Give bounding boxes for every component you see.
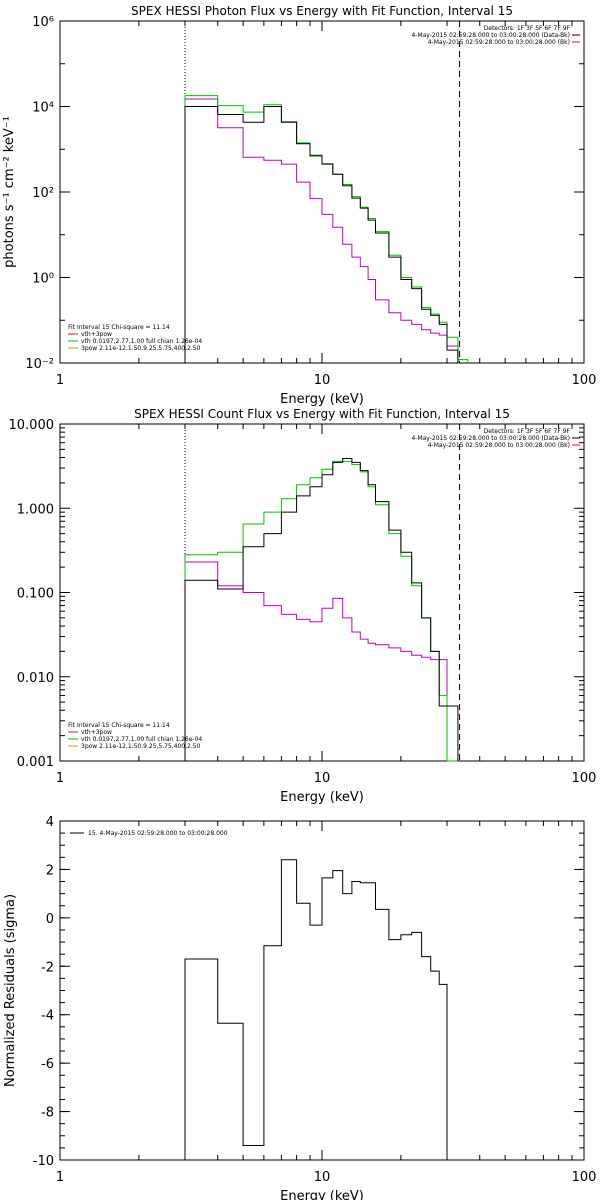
x-tick-label: 1 (56, 771, 64, 786)
x-tick-label: 100 (572, 771, 597, 786)
x-tick-label: 100 (572, 373, 597, 388)
y-tick-label: 10⁴ (32, 101, 54, 116)
chart-title: SPEX HESSI Count Flux vs Energy with Fit… (134, 407, 510, 421)
panel-3: Energy (keV) Normalized Residuals (sigma)… (3, 815, 596, 1200)
x-axis-label: Energy (keV) (280, 392, 364, 407)
legend-bottom-entry: Fit Interval 15 Chi-square = 11.14 (68, 324, 170, 331)
legend-top-entry: 4-May-2015 02:59:28.000 to 03:00:28.000 … (428, 442, 570, 449)
series-vth-3pow (184, 95, 469, 363)
x-tick-label: 1 (56, 1170, 64, 1185)
series-data-bk (184, 106, 459, 363)
y-tick-label: -4 (41, 1009, 54, 1024)
y-tick-label: 10⁶ (32, 15, 54, 30)
x-tick-label: 100 (572, 1170, 597, 1185)
y-tick-label: 0.001 (17, 755, 54, 770)
y-tick-label: 2 (46, 863, 54, 878)
legend-bottom-entry: vth 0.0197,2.77,1.00 full chian 1.26e-04 (81, 338, 202, 345)
panel-2: SPEX HESSI Count Flux vs Energy with Fit… (9, 407, 597, 805)
legend-bottom-entry: 3pow 2.11e-12,1.50,9.25,5.75,400,2.50 (81, 345, 201, 352)
y-tick-label: -10 (33, 1154, 54, 1169)
y-tick-label: 4 (46, 815, 54, 830)
legend-top-entry: 4-May-2015 02:59:28.000 to 03:00:28.000 … (411, 435, 570, 442)
series-data-bk (184, 458, 459, 761)
y-axis-label: Normalized Residuals (sigma) (3, 894, 18, 1087)
series-vth-3pow (184, 460, 458, 762)
legend-bottom-entry: vth+3pow (81, 729, 112, 736)
x-tick-label: 10 (314, 1170, 331, 1185)
series-bk (184, 98, 459, 363)
legend-top-entry: 4-May-2015 02:59:28.000 to 03:00:28.000 … (428, 39, 570, 46)
panel-1: SPEX HESSI Photon Flux vs Energy with Fi… (2, 4, 596, 407)
legend-bottom-entry: vth 0.0197,2.77,1.00 full chian 1.26e-04 (81, 736, 202, 743)
y-tick-label: 10⁰ (32, 272, 54, 287)
y-tick-label: 10² (32, 186, 54, 201)
y-tick-label: 0.010 (17, 671, 54, 686)
legend-bottom-entry: vth+3pow (81, 331, 112, 338)
plot-frame (59, 820, 585, 1161)
x-tick-label: 1 (56, 373, 64, 388)
y-tick-label: -2 (41, 960, 54, 975)
y-axis-label: photons s⁻¹ cm⁻² keV⁻¹ (2, 116, 17, 268)
y-tick-label: 0 (46, 912, 54, 927)
series-bk (184, 561, 458, 762)
y-tick-label: 0.100 (17, 587, 54, 602)
x-tick-label: 10 (314, 771, 331, 786)
chart-title: SPEX HESSI Photon Flux vs Energy with Fi… (131, 4, 513, 18)
y-tick-label: 10⁻² (25, 357, 54, 372)
series-15 (184, 859, 458, 1161)
legend-bottom-entry: Fit Interval 15 Chi-square = 11.14 (68, 722, 170, 729)
x-axis-label: Energy (keV) (280, 790, 364, 805)
y-tick-label: -6 (41, 1057, 54, 1072)
x-tick-label: 10 (314, 373, 331, 388)
legend-entry: 15. 4-May-2015 02:59:28.000 to 03:00:28.… (88, 830, 228, 837)
legend-top-entry: Detectors: 1F 3F 5F 6F 7F 9F (484, 428, 571, 435)
y-tick-label: 10.000 (9, 418, 55, 433)
legend-top-entry: Detectors: 1F 3F 5F 6F 7F 9F (484, 25, 571, 32)
x-axis-label: Energy (keV) (280, 1189, 364, 1200)
plot-frame (59, 20, 585, 364)
legend-bottom-entry: 3pow 2.11e-12,1.50,9.25,5.75,400,2.50 (81, 743, 201, 750)
y-tick-label: -8 (41, 1106, 54, 1121)
legend-top-entry: 4-May-2015 02:59:28.000 to 03:00:28.000 … (411, 32, 570, 39)
y-tick-label: 1.000 (17, 502, 54, 517)
